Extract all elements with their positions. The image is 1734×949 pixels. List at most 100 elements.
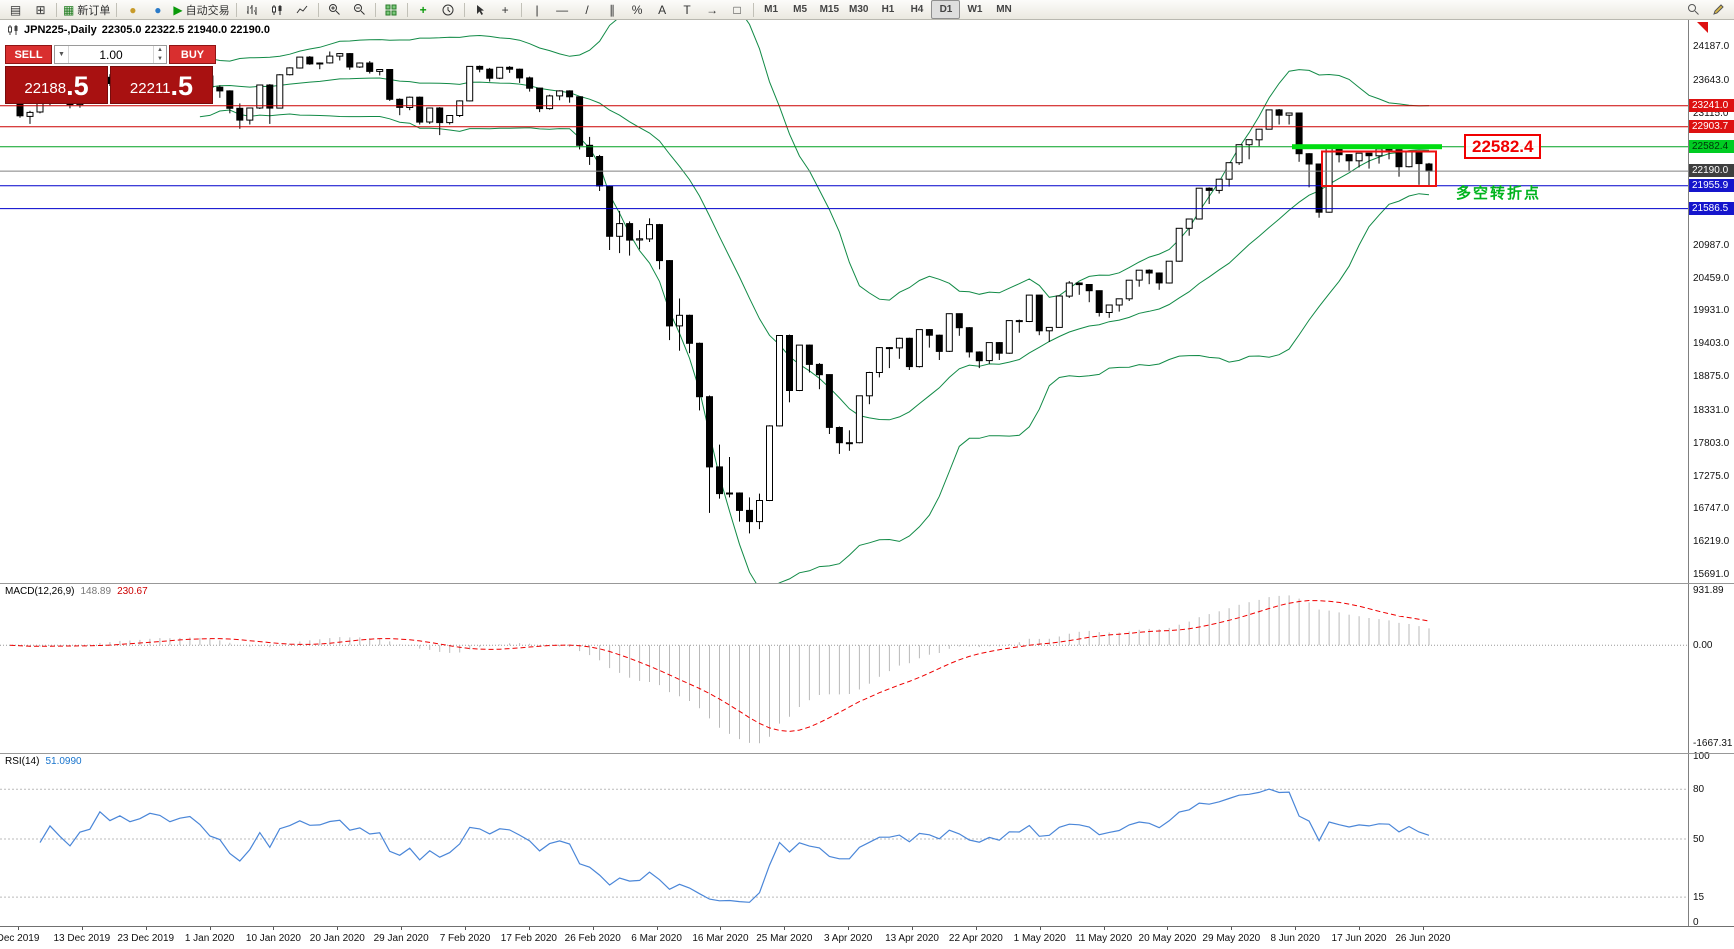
deposit-icon[interactable]: ● <box>129 2 137 17</box>
line-chart-icon[interactable] <box>290 0 315 19</box>
timeframe-m1[interactable]: M1 <box>764 4 779 15</box>
time-axis-label: 25 Mar 2020 <box>756 933 813 944</box>
fibonacci-icon[interactable]: % <box>631 2 643 17</box>
timeframe-m30[interactable]: M30 <box>849 4 869 15</box>
volume-down-icon[interactable]: ▼ <box>157 55 163 62</box>
shapes-icon[interactable]: □ <box>733 2 741 17</box>
rsi-scale-label: 100 <box>1693 751 1710 762</box>
buy-button[interactable]: BUY <box>169 45 216 64</box>
time-axis-label: 29 May 2020 <box>1202 933 1261 944</box>
panel-separator[interactable] <box>0 583 1734 584</box>
volume-spinner[interactable]: ▲ ▼ <box>153 46 166 63</box>
sell-price-pips: .5 <box>66 71 89 101</box>
trendline-icon[interactable]: / <box>585 2 589 17</box>
price-tag: 22582.4 <box>1689 139 1734 153</box>
crosshair-icon[interactable]: + <box>501 2 509 17</box>
sell-button[interactable]: SELL <box>5 45 52 64</box>
horizontal-line-icon[interactable]: — <box>556 2 569 17</box>
resistance-price-label[interactable]: 22582.4 <box>1464 134 1542 159</box>
time-tick <box>784 927 786 930</box>
time-axis-label: 8 Jun 2020 <box>1270 933 1320 944</box>
time-tick <box>592 927 594 930</box>
resistance-segment[interactable] <box>1292 144 1442 150</box>
macd-scale-max: 931.89 <box>1693 585 1724 596</box>
cursor-icon[interactable] <box>468 0 493 19</box>
text-icon[interactable]: A <box>658 2 667 17</box>
arrow-object-icon[interactable]: → <box>706 2 719 17</box>
toolbar: ▤ ⊞ ▦ 新订单 ● ● ▶ 自动交易 + + | — / ∥ % A <box>0 0 1734 20</box>
volume-control: ▼ ▲▼ <box>54 45 167 64</box>
channel-icon[interactable]: ∥ <box>609 2 616 17</box>
volume-dropdown-icon[interactable]: ▼ <box>55 46 69 63</box>
search-icon[interactable] <box>1681 0 1706 19</box>
bar-chart-icon[interactable] <box>240 0 265 19</box>
chart-shift-marker[interactable] <box>1697 22 1708 33</box>
tile-windows-icon[interactable] <box>379 0 404 19</box>
timeframe-h4[interactable]: H4 <box>910 4 924 15</box>
rsi-label: RSI(14) 51.0990 <box>5 756 82 767</box>
autotrade-label: 自动交易 <box>185 4 230 17</box>
time-tick <box>465 927 467 930</box>
buy-price-button[interactable]: 22211.5 <box>110 66 213 104</box>
toolbar-separator <box>56 2 57 17</box>
macd-scale-zero: 0.00 <box>1693 640 1713 652</box>
time-axis-label: 26 Feb 2020 <box>564 933 621 944</box>
time-axis-label: 29 Jan 2020 <box>373 933 429 944</box>
autotrade-button[interactable]: ▶ 自动交易 <box>170 0 232 19</box>
timeframe-m5[interactable]: M5 <box>793 4 808 15</box>
new-order-button[interactable]: ▦ 新订单 <box>60 0 113 19</box>
timeframe-d1[interactable]: D1 <box>931 0 961 19</box>
buy-price-pips: .5 <box>170 71 194 101</box>
macd-main-value: 148.89 <box>80 586 112 597</box>
timeframe-w1[interactable]: W1 <box>967 4 983 15</box>
macd-signal-value: 230.67 <box>117 586 148 597</box>
macd-chart-area[interactable] <box>0 583 1688 753</box>
indicators-icon[interactable]: + <box>419 2 427 17</box>
consolidation-box[interactable] <box>1321 150 1437 187</box>
turning-point-note[interactable]: 多空转折点 <box>1456 185 1542 202</box>
time-tick <box>528 927 530 930</box>
rsi-chart-area[interactable] <box>0 753 1688 926</box>
toolbar-separator <box>116 2 118 17</box>
new-chart-icon[interactable]: ⊞ <box>35 2 46 17</box>
terminal-icon[interactable]: ▤ <box>9 2 22 17</box>
autotrade-play-icon: ▶ <box>173 2 183 17</box>
toolbar-separator <box>235 2 237 17</box>
vertical-line-icon[interactable]: | <box>535 2 539 17</box>
price-axis[interactable]: 24187.0 23643.0 23115.0 20987.0 20459.0 19931… <box>1688 20 1734 926</box>
price-chart-area[interactable] <box>0 20 1688 583</box>
panel-separator[interactable] <box>0 753 1734 754</box>
volume-input[interactable] <box>69 46 153 63</box>
zoom-in-icon[interactable] <box>322 0 347 19</box>
label-icon[interactable]: T <box>683 2 691 17</box>
one-click-panel: SELL ▼ ▲▼ BUY 22188.5 22211.5 <box>5 45 216 104</box>
price-axis-label: 17275.0 <box>1693 470 1730 482</box>
bollinger-bands <box>199 20 1430 583</box>
edit-icon[interactable] <box>1706 0 1731 19</box>
price-tag: 21586.5 <box>1689 201 1734 215</box>
price-axis-label: 18331.0 <box>1693 404 1730 416</box>
time-tick <box>1039 927 1041 930</box>
time-tick <box>81 927 83 930</box>
timeframe-mn[interactable]: MN <box>996 4 1012 15</box>
clock-icon[interactable] <box>436 0 461 19</box>
buy-price-main: 22211 <box>129 80 171 97</box>
community-icon[interactable]: ● <box>154 2 162 17</box>
timeframe-m15[interactable]: M15 <box>819 4 840 15</box>
price-axis-label: 24187.0 <box>1693 41 1730 52</box>
zoom-out-icon[interactable] <box>347 0 372 19</box>
time-tick <box>656 927 658 930</box>
time-axis[interactable]: Dec 2019 13 Dec 2019 23 Dec 2019 1 Jan 2020… <box>0 926 1734 949</box>
price-axis-label: 19403.0 <box>1693 338 1730 350</box>
time-tick <box>1359 927 1361 930</box>
timeframe-h1[interactable]: H1 <box>881 4 895 15</box>
rsi-value: 51.0990 <box>45 756 82 767</box>
candlestick-chart-icon[interactable] <box>265 0 290 19</box>
time-tick <box>1103 927 1105 930</box>
rsi-line <box>39 788 1430 903</box>
time-tick <box>1422 927 1424 930</box>
price-axis-label: 20459.0 <box>1693 272 1730 284</box>
time-axis-label: 3 Apr 2020 <box>823 933 873 944</box>
sell-price-button[interactable]: 22188.5 <box>5 66 108 104</box>
volume-up-icon[interactable]: ▲ <box>157 47 163 54</box>
